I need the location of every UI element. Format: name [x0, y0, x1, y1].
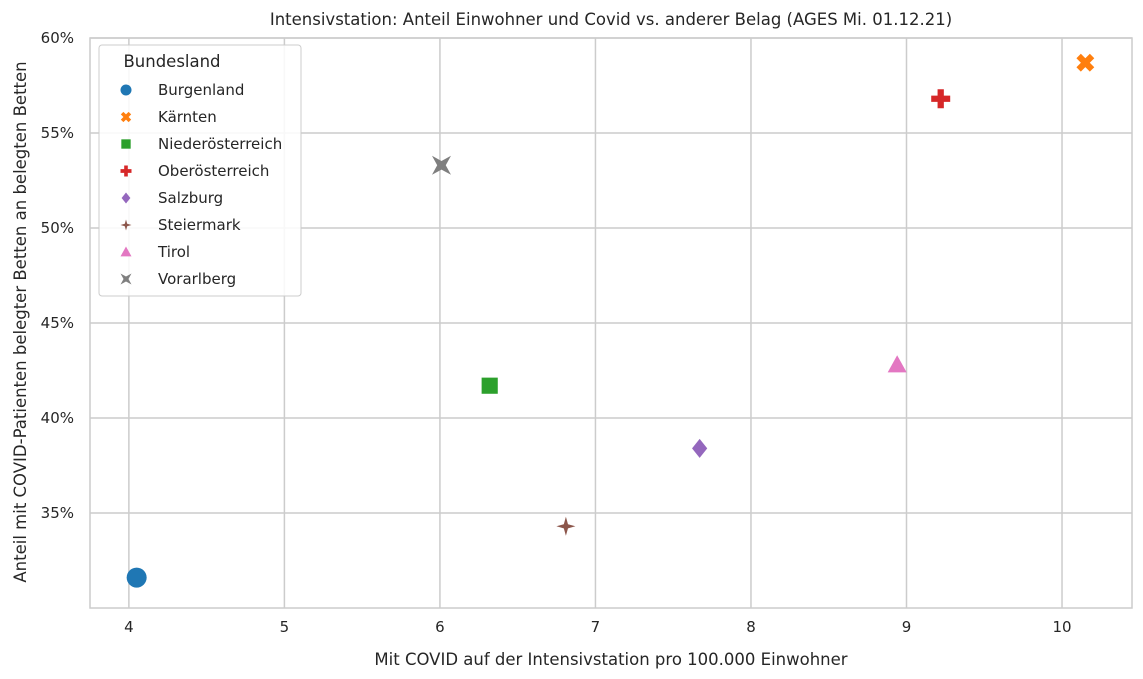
y-axis: 35% 40% 45% 50% 55% 60% [41, 29, 74, 522]
point-kärnten [1076, 53, 1095, 72]
y-tick-label: 55% [41, 124, 74, 142]
y-tick-label: 50% [41, 219, 74, 237]
y-tick-label: 35% [41, 504, 74, 522]
legend-marker [121, 192, 131, 204]
legend-label: Burgenland [158, 81, 244, 99]
legend-marker [121, 139, 131, 149]
legend-item: Kärnten [120, 108, 217, 126]
legend-item: Oberösterreich [120, 162, 269, 180]
legend-label: Kärnten [158, 108, 217, 126]
x-tick-label: 9 [902, 618, 912, 636]
legend-label: Steiermark [158, 216, 241, 234]
x-tick-label: 7 [591, 618, 601, 636]
legend-marker [120, 219, 132, 231]
point-steiermark [556, 516, 576, 536]
legend: Bundesland Burgenland Kärnten Niederösterr… [98, 44, 302, 297]
x-axis: 4 5 6 7 8 9 10 [124, 618, 1071, 636]
legend-marker [120, 165, 132, 177]
x-tick-label: 4 [124, 618, 134, 636]
legend-marker [120, 111, 132, 123]
legend-item: Vorarlberg [120, 270, 236, 288]
point-niederösterreich [481, 377, 498, 394]
x-tick-label: 8 [746, 618, 756, 636]
y-axis-label: Anteil mit COVID-Patienten belegter Bett… [11, 61, 30, 582]
plot-area [89, 37, 1133, 609]
legend-label: Vorarlberg [158, 270, 236, 288]
legend-label: Tirol [157, 243, 190, 261]
legend-marker [120, 84, 132, 96]
legend-item: Salzburg [121, 189, 223, 207]
legend-item: Burgenland [120, 81, 244, 99]
legend-title: Bundesland [123, 52, 220, 71]
legend-label: Oberösterreich [158, 162, 269, 180]
legend-label: Niederösterreich [158, 135, 282, 153]
x-axis-label: Mit COVID auf der Intensivstation pro 10… [374, 650, 847, 669]
point-salzburg [692, 438, 708, 458]
legend-label: Salzburg [158, 189, 223, 207]
legend-item: Tirol [120, 243, 190, 261]
legend-item: Steiermark [120, 216, 241, 234]
legend-box [98, 44, 302, 297]
y-tick-label: 40% [41, 409, 74, 427]
point-oberösterreich [931, 89, 951, 109]
legend-item: Niederösterreich [121, 135, 282, 153]
point-burgenland [126, 567, 147, 588]
x-tick-label: 5 [280, 618, 290, 636]
point-tirol [887, 355, 907, 373]
x-tick-label: 6 [435, 618, 445, 636]
x-tick-label: 10 [1052, 618, 1071, 636]
y-tick-label: 45% [41, 314, 74, 332]
point-vorarlberg [431, 155, 451, 175]
data-points [126, 53, 1095, 588]
legend-marker [120, 246, 132, 257]
legend-marker [120, 273, 132, 285]
y-tick-label: 60% [41, 29, 74, 47]
chart-title: Intensivstation: Anteil Einwohner und Co… [270, 10, 952, 29]
